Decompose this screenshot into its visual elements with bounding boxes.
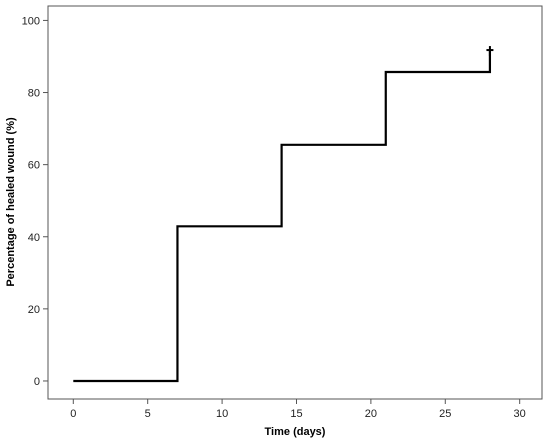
y-tick-label: 60 xyxy=(28,160,40,172)
y-tick-label: 40 xyxy=(28,232,40,244)
x-tick-label: 0 xyxy=(70,408,76,420)
x-tick-label: 25 xyxy=(439,408,451,420)
x-axis-ticks: 0 5 10 15 20 25 30 xyxy=(70,399,526,420)
x-tick-label: 30 xyxy=(514,408,526,420)
y-axis-title: Percentage of healed wound (%) xyxy=(5,117,17,287)
y-tick-label: 100 xyxy=(22,15,40,27)
step-line xyxy=(73,51,492,383)
y-tick-label: 20 xyxy=(28,304,40,316)
x-tick-label: 20 xyxy=(365,408,377,420)
series-layer xyxy=(73,46,494,383)
x-tick-label: 15 xyxy=(290,408,302,420)
plot-frame xyxy=(47,5,543,400)
x-tick-label: 5 xyxy=(145,408,151,420)
x-tick-label: 10 xyxy=(216,408,228,420)
y-tick-label: 0 xyxy=(34,376,40,388)
x-axis-title: Time (days) xyxy=(265,426,326,438)
censor-mark xyxy=(486,46,494,57)
y-axis-ticks: 0 20 40 60 80 100 xyxy=(22,15,48,388)
y-tick-label: 80 xyxy=(28,88,40,100)
